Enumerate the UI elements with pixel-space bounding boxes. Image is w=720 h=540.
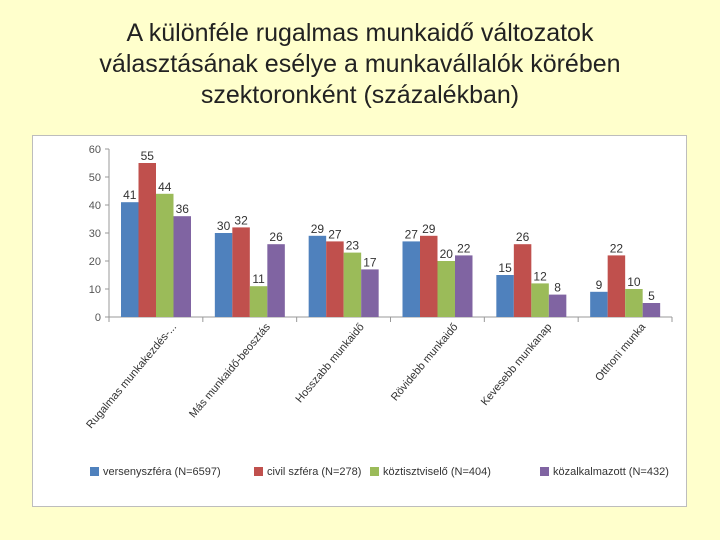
legend-label: civil szféra (N=278) [267,466,361,478]
data-label: 15 [498,261,512,275]
y-tick-label: 0 [95,312,101,324]
y-tick-label: 50 [89,172,101,184]
bar-3 [437,261,455,317]
bar-1 [214,233,233,317]
bar-2 [513,244,532,317]
data-label: 26 [516,230,530,244]
slide-title-line: választásának esélye a munkavállalók kör… [99,50,621,78]
legend-label: köztisztviselő (N=404) [383,466,491,478]
data-label: 22 [610,241,624,255]
bar-4 [361,269,379,317]
data-label: 9 [596,278,603,292]
data-label: 27 [328,227,342,241]
bar-4 [173,216,191,317]
bar-1 [496,275,514,317]
bar-2 [607,255,626,317]
legend-swatch [254,467,263,476]
bar-3 [156,193,174,317]
data-label: 20 [440,247,454,261]
y-tick-label: 60 [89,144,101,156]
bar-3 [343,252,362,317]
bar-1 [590,291,608,317]
category-label: Más munkaidő-beosztás [187,321,273,420]
data-label: 29 [422,222,436,236]
slide-title-line: szektoronként (százalékban) [200,81,520,109]
bar-4 [548,294,567,317]
y-tick-label: 10 [89,284,101,296]
category-label: Kevesebb munkanap [479,321,555,408]
y-tick-label: 40 [89,200,101,212]
bar-1 [121,202,139,317]
bar-4 [267,244,285,317]
y-tick-label: 20 [89,256,101,268]
data-label: 30 [217,219,231,233]
bar-3 [625,289,643,317]
data-label: 23 [346,239,360,253]
category-label: Rövidebb munkaidő [389,321,461,403]
data-label: 27 [405,227,419,241]
data-label: 55 [141,149,155,163]
bar-4 [642,303,661,317]
bar-1 [308,235,327,317]
legend-label: versenyszféra (N=6597) [103,466,221,478]
data-label: 17 [363,255,377,269]
slide-title: A különféle rugalmas munkaidő változatok… [20,18,700,111]
data-label: 26 [269,230,283,244]
data-label: 12 [533,269,547,283]
bar-3 [531,283,549,317]
data-label: 8 [554,281,561,295]
legend-label: közalkalmazott (N=432) [553,466,669,478]
legend-swatch [90,467,99,476]
bar-2 [420,235,438,317]
bar-3 [249,286,268,317]
category-label: Hosszabb munkaidő [294,321,367,405]
data-label: 11 [252,272,265,286]
bar-1 [402,241,420,317]
slide-title-line: A különféle rugalmas munkaidő változatok [126,19,594,47]
data-label: 44 [158,180,172,194]
legend-swatch [540,467,549,476]
data-label: 41 [123,188,137,202]
bar-2 [326,241,344,317]
data-label: 10 [627,275,641,289]
data-label: 32 [234,213,248,227]
category-label: Otthoni munka [593,321,649,384]
data-label: 5 [648,289,655,303]
category-label: Rugalmas munkakezdés-... [84,321,179,431]
data-label: 29 [311,222,325,236]
data-label: 22 [457,241,471,255]
bar-4 [455,255,473,317]
bar-2 [138,163,156,317]
data-label: 36 [176,202,190,216]
legend-swatch [370,467,379,476]
y-tick-label: 30 [89,228,101,240]
bar-2 [232,227,250,317]
